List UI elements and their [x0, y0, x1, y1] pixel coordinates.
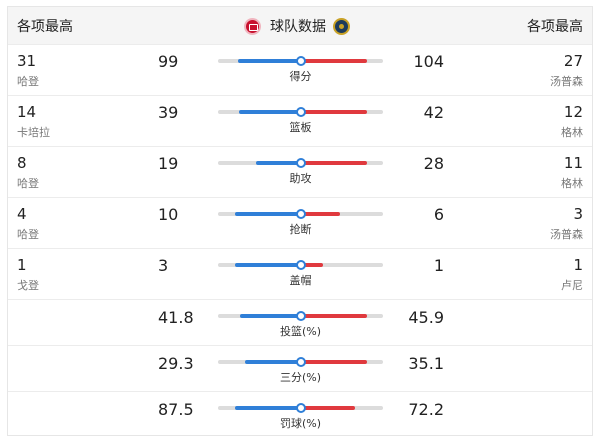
- team-a-value: 41.8: [158, 308, 194, 327]
- left-leader-value: 31: [17, 52, 37, 70]
- team-b-bar: [300, 406, 355, 410]
- team-a-value: 99: [158, 52, 179, 71]
- left-leaders-title: 各项最高: [17, 19, 73, 35]
- team-a-bar: [255, 161, 301, 165]
- bar-center-knob: [295, 260, 306, 270]
- team-b-logo-icon: [333, 17, 350, 35]
- comparison-bar: [218, 158, 383, 168]
- left-leader-name: 哈登: [17, 228, 39, 241]
- team-b-value: 42: [423, 103, 444, 122]
- team-b-value: 45.9: [408, 308, 444, 327]
- team-a-value: 39: [158, 103, 179, 122]
- team-b-bar: [300, 161, 367, 165]
- team-a-bar: [245, 360, 301, 364]
- team-b-value: 35.1: [408, 354, 444, 373]
- team-a-bar: [240, 314, 301, 318]
- right-leader-name: 卢尼: [561, 279, 583, 292]
- right-leader-value: 1: [573, 256, 583, 274]
- stat-label: 三分(%): [279, 371, 322, 384]
- team-a-value: 19: [158, 154, 179, 173]
- stat-row: 31 哈登 27 汤普森 99 104 得分: [8, 44, 592, 96]
- stat-row: 41.8 45.9 投篮(%): [8, 299, 592, 346]
- team-b-bar: [300, 110, 367, 114]
- right-leaders-title: 各项最高: [527, 19, 583, 35]
- left-leader-name: 卡培拉: [17, 126, 50, 139]
- team-a-bar: [234, 263, 301, 267]
- right-leader-value: 12: [563, 103, 583, 121]
- stat-label: 罚球(%): [279, 417, 322, 430]
- team-b-bar: [300, 314, 367, 318]
- comparison-bar: [218, 357, 383, 367]
- stat-row: 8 哈登 11 格林 19 28 助攻: [8, 146, 592, 198]
- team-a-bar: [239, 110, 301, 114]
- team-b-value: 72.2: [408, 400, 444, 419]
- team-b-value: 6: [433, 205, 444, 224]
- bar-center-knob: [295, 158, 306, 168]
- right-leader-name: 格林: [561, 177, 583, 190]
- right-leader-name: 汤普森: [550, 228, 583, 241]
- team-b-bar: [300, 59, 367, 63]
- stat-row: 1 戈登 1 卢尼 3 1 盖帽: [8, 248, 592, 300]
- comparison-bar: [218, 56, 383, 66]
- team-stats-title-group: 球队数据: [244, 15, 350, 37]
- left-leader-value: 1: [17, 256, 27, 274]
- right-leader-value: 3: [573, 205, 583, 223]
- comparison-bar: [218, 260, 383, 270]
- stat-row: 87.5 72.2 罚球(%): [8, 391, 592, 437]
- stat-label: 助攻: [289, 172, 312, 185]
- team-a-value: 29.3: [158, 354, 194, 373]
- team-b-bar: [300, 263, 323, 267]
- left-leader-value: 14: [17, 103, 37, 121]
- bar-center-knob: [295, 403, 306, 413]
- team-stats-panel: 各项最高 球队数据 各项最高 31 哈登 27 汤普森 99 104 得分 14 卡培拉 12 格林…: [7, 6, 593, 436]
- stat-label: 投篮(%): [279, 325, 322, 338]
- left-leader-name: 哈登: [17, 75, 39, 88]
- left-leader-value: 4: [17, 205, 27, 223]
- team-b-bar: [300, 212, 341, 216]
- team-b-value: 104: [413, 52, 444, 71]
- comparison-bar: [218, 107, 383, 117]
- stats-header: 各项最高 球队数据 各项最高: [8, 7, 592, 44]
- bar-center-knob: [295, 209, 306, 219]
- team-a-logo-icon: [244, 17, 261, 35]
- left-leader-name: 戈登: [17, 279, 39, 292]
- team-b-value: 28: [423, 154, 444, 173]
- left-leader-name: 哈登: [17, 177, 39, 190]
- right-leader-name: 汤普森: [550, 75, 583, 88]
- left-leader-value: 8: [17, 154, 27, 172]
- stat-label: 篮板: [289, 121, 312, 134]
- comparison-bar: [218, 209, 383, 219]
- right-leader-name: 格林: [561, 126, 583, 139]
- stat-row: 14 卡培拉 12 格林 39 42 篮板: [8, 95, 592, 147]
- stat-label: 盖帽: [289, 274, 312, 287]
- comparison-bar: [218, 403, 383, 413]
- comparison-bar: [218, 311, 383, 321]
- team-stats-title: 球队数据: [270, 19, 326, 35]
- team-a-value: 87.5: [158, 400, 194, 419]
- bar-center-knob: [295, 56, 306, 66]
- stat-row: 4 哈登 3 汤普森 10 6 抢断: [8, 197, 592, 249]
- team-b-bar: [300, 360, 367, 364]
- team-a-value: 10: [158, 205, 179, 224]
- bar-center-knob: [295, 107, 306, 117]
- bar-center-knob: [295, 311, 306, 321]
- right-leader-value: 11: [563, 154, 583, 172]
- stat-label: 抢断: [289, 223, 312, 236]
- right-leader-value: 27: [563, 52, 583, 70]
- stat-row: 29.3 35.1 三分(%): [8, 345, 592, 392]
- team-a-value: 3: [158, 256, 169, 275]
- team-a-bar: [234, 406, 301, 410]
- team-a-bar: [237, 59, 301, 63]
- stat-label: 得分: [289, 70, 312, 83]
- team-a-bar: [234, 212, 301, 216]
- bar-center-knob: [295, 357, 306, 367]
- team-b-value: 1: [433, 256, 444, 275]
